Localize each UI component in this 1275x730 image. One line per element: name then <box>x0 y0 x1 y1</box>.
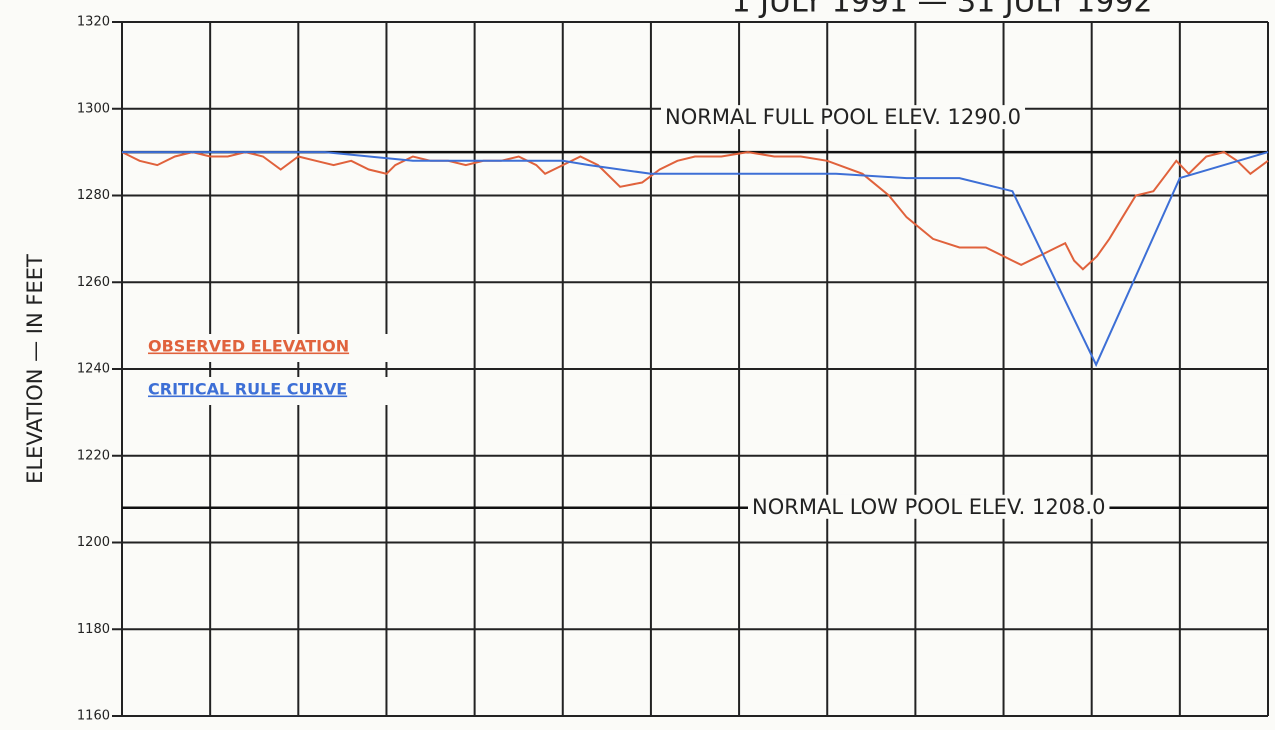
y-tick-label: 1180 <box>77 622 110 637</box>
y-tick-label: 1260 <box>77 275 110 290</box>
legend-background <box>144 334 390 362</box>
label-background <box>748 494 1110 519</box>
legend-label: CRITICAL RULE CURVE <box>148 380 347 399</box>
series-line <box>121 151 1269 271</box>
y-axis-label: ELEVATION — IN FEET <box>23 254 47 484</box>
y-tick-label: 1240 <box>77 362 110 377</box>
label-background <box>661 105 1026 130</box>
y-tick-label: 1220 <box>77 448 110 463</box>
chart-title: 1 JULY 1991 — 31 JULY 1992 <box>732 0 1153 20</box>
reference-label: NORMAL FULL POOL ELEV. 1290.0 <box>665 105 1021 129</box>
series-line <box>122 151 1269 368</box>
y-tick-label: 1280 <box>77 188 110 203</box>
legend-label: OBSERVED ELEVATION <box>148 337 349 356</box>
y-tick-label: 1200 <box>77 535 110 550</box>
y-tick-label: 1160 <box>77 709 110 724</box>
y-tick-label: 1320 <box>77 15 110 30</box>
reference-label: NORMAL LOW POOL ELEV. 1208.0 <box>752 495 1105 519</box>
legend-background <box>144 377 390 405</box>
y-tick-label: 1300 <box>77 101 110 116</box>
